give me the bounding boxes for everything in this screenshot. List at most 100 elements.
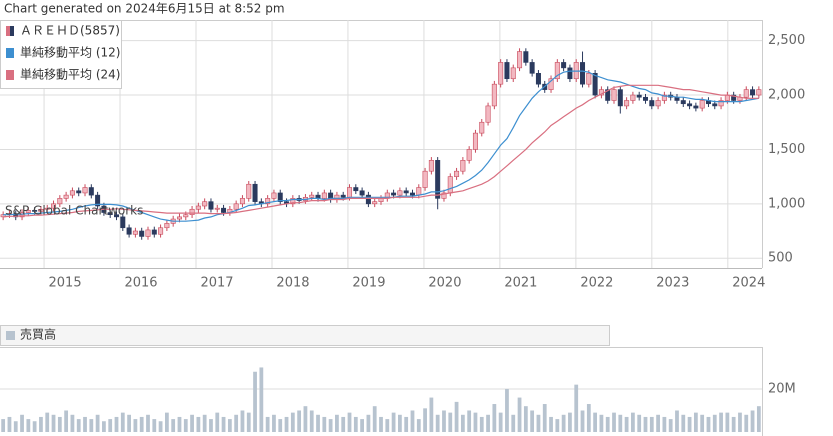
candle-body bbox=[636, 94, 642, 98]
candle-body bbox=[139, 230, 145, 237]
volume-bar bbox=[13, 421, 18, 432]
volume-bar bbox=[76, 419, 81, 432]
volume-bar bbox=[391, 412, 396, 432]
y-tick-label: 2,500 bbox=[768, 33, 805, 48]
candle-body bbox=[233, 203, 239, 210]
volume-bar bbox=[171, 419, 176, 432]
legend-label: 単純移動平均 (12) bbox=[20, 46, 120, 60]
candle-body bbox=[479, 121, 485, 134]
volume-bar bbox=[725, 412, 730, 432]
volume-bar bbox=[133, 419, 138, 432]
marks bbox=[0, 48, 762, 432]
volume-bar bbox=[505, 388, 509, 432]
volume-bar bbox=[209, 419, 213, 432]
candle-body bbox=[208, 201, 214, 210]
volume-bar bbox=[353, 416, 358, 432]
volume-bar bbox=[712, 414, 717, 432]
legend-label: 売買高 bbox=[20, 327, 56, 342]
candle-body bbox=[491, 83, 497, 107]
candle-body bbox=[699, 100, 705, 109]
candle-body bbox=[435, 160, 441, 199]
candle-body bbox=[687, 103, 693, 107]
candle-body bbox=[132, 230, 138, 235]
volume-bar bbox=[479, 416, 484, 432]
candle-body bbox=[750, 89, 756, 96]
candle-body bbox=[239, 198, 245, 205]
candle-body bbox=[731, 94, 737, 101]
candle-body bbox=[309, 194, 315, 198]
candle-body bbox=[183, 214, 189, 218]
candle-body bbox=[510, 67, 516, 80]
volume-bar bbox=[1, 419, 6, 432]
candle-body bbox=[586, 72, 592, 85]
candle-body bbox=[680, 100, 686, 105]
volume-bar bbox=[297, 410, 302, 432]
candle-body bbox=[466, 149, 472, 161]
volume-bar bbox=[114, 416, 119, 432]
candle-body bbox=[485, 105, 491, 123]
candle-body bbox=[82, 187, 88, 194]
volume-bar bbox=[668, 419, 673, 432]
candle-body bbox=[403, 190, 409, 194]
volume-bar bbox=[756, 406, 761, 432]
volume-bar bbox=[158, 421, 163, 432]
candle-body bbox=[554, 62, 560, 80]
volume-bar bbox=[593, 412, 598, 432]
volume-bar bbox=[700, 414, 705, 432]
candle-body bbox=[271, 192, 277, 199]
volume-bar bbox=[246, 412, 251, 432]
candle-body bbox=[693, 105, 699, 109]
candle-body bbox=[523, 51, 529, 63]
volume-bar bbox=[719, 412, 723, 432]
candle-body bbox=[529, 62, 535, 74]
volume-bar bbox=[492, 404, 497, 432]
volume-bar bbox=[536, 414, 541, 432]
candle-body bbox=[391, 192, 397, 196]
candle-body bbox=[202, 201, 208, 207]
candle-body bbox=[63, 194, 69, 199]
candle-body bbox=[277, 192, 283, 202]
candle-body bbox=[44, 207, 50, 210]
candle-body bbox=[359, 190, 365, 196]
x-tick-label: 2022 bbox=[580, 276, 613, 291]
legend-label: ＡＲＥＨＤ(5857) bbox=[20, 24, 120, 38]
candle-body bbox=[221, 207, 227, 213]
volume-bar bbox=[83, 416, 87, 432]
volume-bar bbox=[442, 410, 446, 432]
candle-body bbox=[69, 190, 75, 196]
x-tick-label: 2019 bbox=[352, 276, 385, 291]
candle-body bbox=[441, 192, 447, 199]
candle-body bbox=[756, 89, 762, 96]
x-tick-label: 2020 bbox=[428, 276, 461, 291]
volume-bar bbox=[127, 414, 131, 432]
volume-bar bbox=[7, 416, 12, 432]
volume-bar bbox=[272, 414, 276, 432]
volume-bar bbox=[448, 412, 453, 432]
candle-body bbox=[158, 227, 164, 235]
volume-bar bbox=[70, 414, 75, 432]
y-tick-label: 1,500 bbox=[768, 142, 805, 157]
volume-bar bbox=[259, 367, 264, 432]
volume-bar bbox=[637, 414, 642, 432]
volume-bar bbox=[335, 414, 339, 432]
candle-body bbox=[649, 100, 655, 107]
candle-body bbox=[655, 100, 661, 107]
volume-bar bbox=[624, 416, 629, 432]
volume-bar bbox=[574, 384, 579, 432]
candle-body bbox=[712, 103, 718, 107]
volume-legend-box bbox=[0, 325, 610, 346]
x-tick-label: 2016 bbox=[124, 276, 157, 291]
candle-body bbox=[498, 62, 504, 85]
candle-body bbox=[428, 160, 434, 172]
volume-bar bbox=[183, 419, 188, 432]
candle-body bbox=[151, 229, 157, 235]
volume-bar bbox=[738, 412, 742, 432]
volume-bar bbox=[39, 416, 43, 432]
volume-bar bbox=[26, 419, 31, 432]
volume-bar bbox=[164, 412, 169, 432]
volume-bar bbox=[517, 397, 522, 432]
volume-bar bbox=[152, 419, 157, 432]
volume-bar bbox=[341, 416, 346, 432]
volume-bar bbox=[234, 414, 239, 432]
volume-bar bbox=[649, 416, 654, 432]
